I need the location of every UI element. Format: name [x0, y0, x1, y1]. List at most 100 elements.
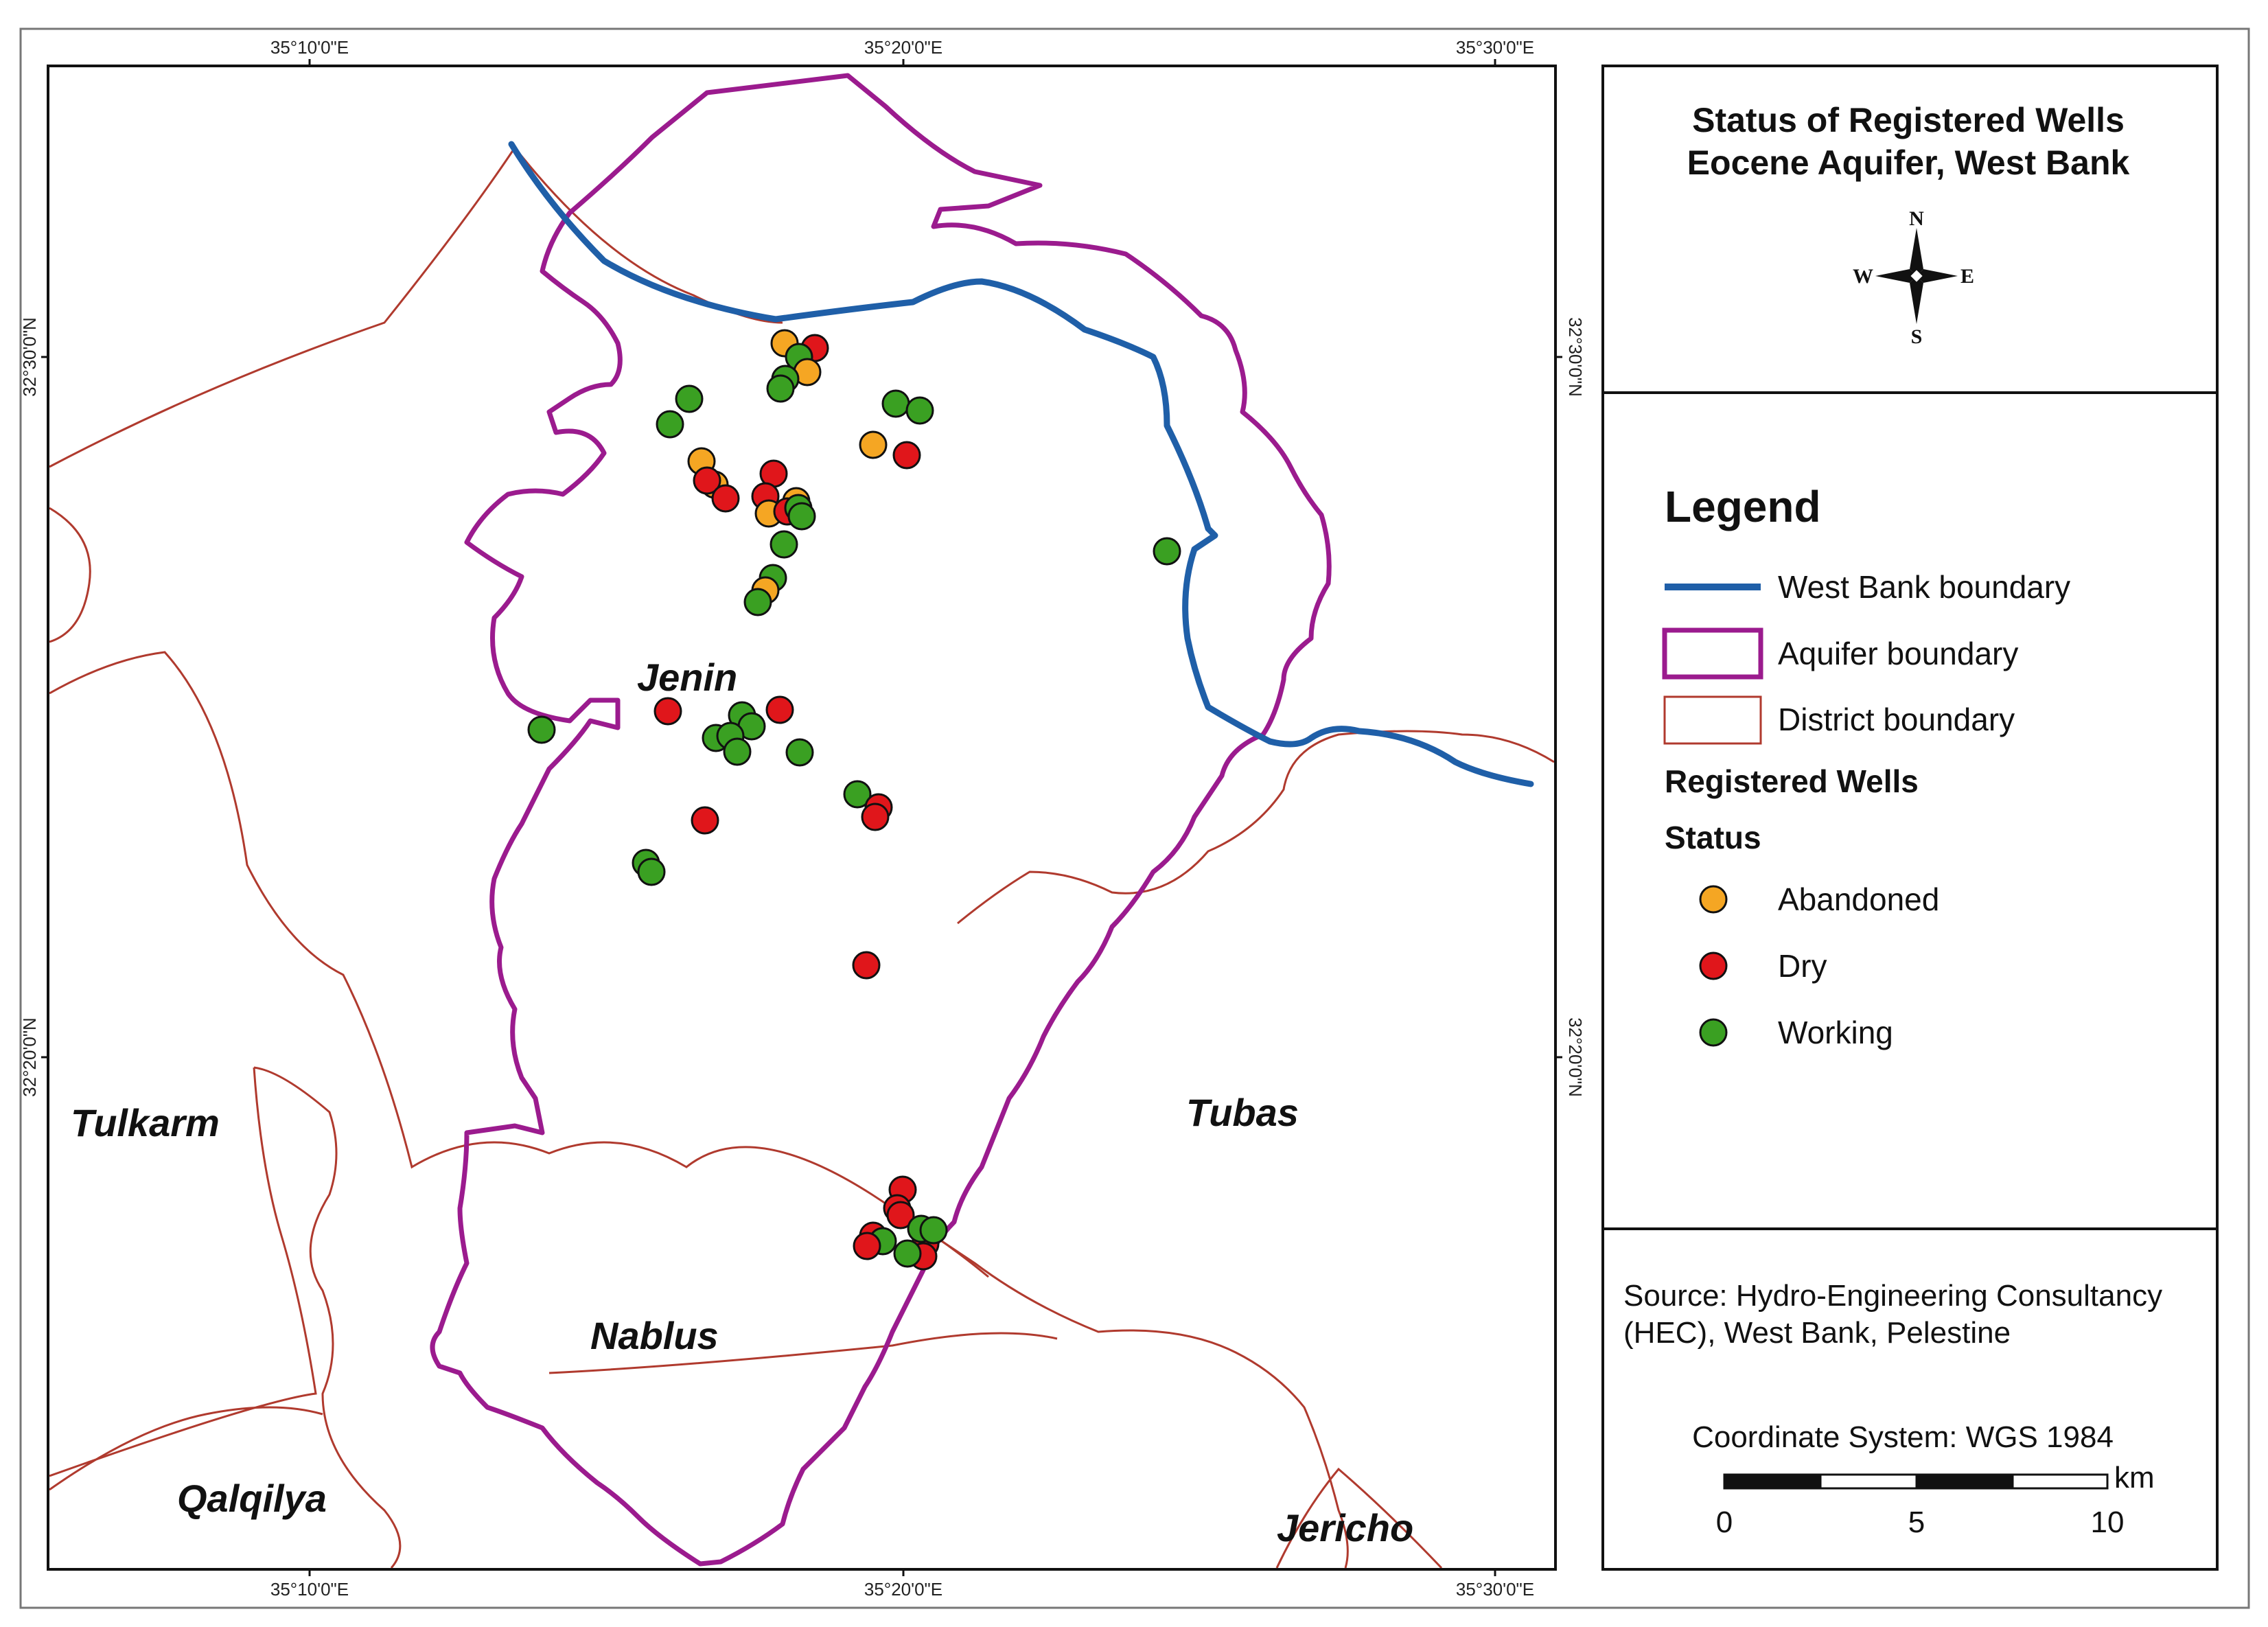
- north-arrow-icon: N S E W: [1853, 207, 1974, 348]
- well-marker-dry: [653, 697, 682, 726]
- graticule-top-label: 35°10'0"E: [270, 37, 349, 58]
- legend-symbol-aquifer-boundary: [1662, 627, 1763, 680]
- compass-south-label: S: [1911, 325, 1923, 348]
- well-marker-dry: [892, 441, 921, 470]
- legend-label-abandoned: Abandoned: [1778, 881, 1939, 917]
- legend-registered-wells: Registered Wells: [1665, 763, 1919, 799]
- well-marker-dry: [853, 1232, 881, 1260]
- graticule-top-label: 35°30'0"E: [1456, 37, 1534, 58]
- district-boundaries: [49, 147, 1554, 1568]
- district-boundary-tubas-nablus: [892, 1207, 1349, 1568]
- district-boundary-jenin-north: [513, 147, 783, 324]
- scale-bar-unit: km: [2114, 1461, 2155, 1495]
- map-title-line2: Eocene Aquifer, West Bank: [1687, 143, 2130, 182]
- scale-bar: km 0 5 10: [1716, 1461, 2155, 1539]
- district-boundary-qalqilya: [49, 1406, 323, 1491]
- district-label-jericho: Jericho: [1277, 1506, 1413, 1549]
- compass-needle-south: [1910, 276, 1923, 324]
- well-marker-working: [637, 857, 666, 886]
- legend-label-working: Working: [1778, 1015, 1893, 1050]
- coordinate-system: Coordinate System: WGS 1984: [1692, 1420, 2114, 1454]
- legend-symbol-abandoned: [1699, 885, 1728, 914]
- graticule-top-label: 35°20'0"E: [864, 37, 942, 58]
- well-marker-working: [919, 1216, 948, 1245]
- map-frame: [47, 65, 1557, 1571]
- well-marker-abandoned: [859, 430, 888, 459]
- compass-core: [1908, 268, 1925, 284]
- district-label-jenin: Jenin: [637, 656, 737, 699]
- district-boundary-nablus-south: [548, 1332, 1058, 1374]
- registered-wells-layer: [527, 329, 1181, 1271]
- district-label-tulkarm: Tulkarm: [71, 1101, 220, 1144]
- district-boundary-tulkarm-west: [49, 1067, 317, 1477]
- graticule-right-label: 32°30'0"N: [1565, 317, 1586, 397]
- graticule-ticks: [41, 59, 1562, 1576]
- well-marker-working: [675, 384, 704, 413]
- well-marker-dry: [886, 1201, 915, 1230]
- district-boundary-west-loop: [49, 507, 91, 643]
- well-marker-dry: [693, 466, 721, 495]
- well-marker-dry: [852, 951, 881, 980]
- well-marker-dry: [691, 806, 719, 835]
- well-marker-dry: [861, 803, 890, 831]
- source-line1: Source: Hydro-Engineering Consultancy: [1623, 1279, 2162, 1313]
- side-panel-frame: [1601, 65, 2219, 1571]
- outer-frame: [19, 27, 2250, 1609]
- well-marker-working: [785, 738, 814, 767]
- scale-bar-segment: [1819, 1473, 1918, 1490]
- well-marker-working: [787, 502, 816, 531]
- district-label-tubas: Tubas: [1186, 1091, 1299, 1134]
- legend-label-district-boundary: District boundary: [1778, 702, 2015, 737]
- legend-symbol-district-boundary: [1663, 695, 1762, 745]
- well-marker-dry: [711, 484, 740, 513]
- scale-bar-tick-label: 0: [1716, 1505, 1733, 1539]
- district-label-nablus: Nablus: [590, 1314, 719, 1357]
- graticule-left-label: 32°30'0"N: [19, 317, 40, 397]
- aquifer-boundary: [430, 73, 1332, 1567]
- well-marker-working: [769, 530, 798, 559]
- well-marker-working: [527, 715, 556, 744]
- district-boundary-tulkarm-nablus: [253, 1066, 402, 1568]
- graticule-bottom-label: 35°30'0"E: [1456, 1579, 1534, 1600]
- map-layers: Jenin Tulkarm Tubas Nablus Qalqilya Jeri…: [49, 73, 1554, 1568]
- graticule-right-label: 32°20'0"N: [1565, 1017, 1586, 1097]
- legend-label-aquifer-boundary: Aquifer boundary: [1778, 636, 2018, 671]
- well-marker-working: [905, 396, 934, 425]
- graticule-bottom-label: 35°10'0"E: [270, 1579, 349, 1600]
- map-title-line1: Status of Registered Wells: [1692, 101, 2125, 139]
- well-marker-dry: [765, 695, 794, 724]
- well-marker-working: [1153, 537, 1181, 566]
- compass-needle-north: [1910, 228, 1923, 276]
- district-boundary-jericho: [1275, 1467, 1443, 1568]
- scale-bar-tick-label: 10: [2091, 1505, 2125, 1539]
- well-marker-working: [656, 410, 684, 439]
- west-bank-boundary: [508, 141, 1534, 787]
- district-boundary-jenin-west: [49, 147, 516, 468]
- well-marker-working: [843, 780, 872, 809]
- well-marker-working: [881, 389, 910, 418]
- scale-bar-segment: [1915, 1473, 2014, 1490]
- well-marker-working: [893, 1239, 922, 1268]
- compass-north-label: N: [1909, 207, 1924, 230]
- legend-label-west-bank-boundary: West Bank boundary: [1778, 569, 2070, 605]
- district-boundary-jenin-tubas: [957, 730, 1554, 925]
- district-label-qalqilya: Qalqilya: [177, 1477, 327, 1520]
- legend-label-dry: Dry: [1778, 948, 1827, 984]
- compass-needle-east: [1917, 269, 1958, 283]
- well-marker-working: [743, 588, 772, 616]
- scale-bar-tick-label: 5: [1908, 1505, 1925, 1539]
- scale-bar-segment: [2011, 1473, 2109, 1490]
- graticule-bottom-label: 35°20'0"E: [864, 1579, 942, 1600]
- graticule-left-label: 32°20'0"N: [19, 1017, 40, 1097]
- legend-status: Status: [1665, 820, 1761, 855]
- legend-symbol-dry: [1699, 951, 1728, 980]
- compass-west-label: W: [1853, 265, 1873, 288]
- legend-symbol-working: [1699, 1018, 1728, 1047]
- legend-heading: Legend: [1665, 482, 1821, 531]
- district-boundary-jenin-tulkarm: [49, 651, 989, 1278]
- side-panel: Status of Registered Wells Eocene Aquife…: [1601, 65, 2219, 1571]
- compass-east-label: E: [1960, 265, 1974, 288]
- compass-needle-west: [1875, 269, 1917, 283]
